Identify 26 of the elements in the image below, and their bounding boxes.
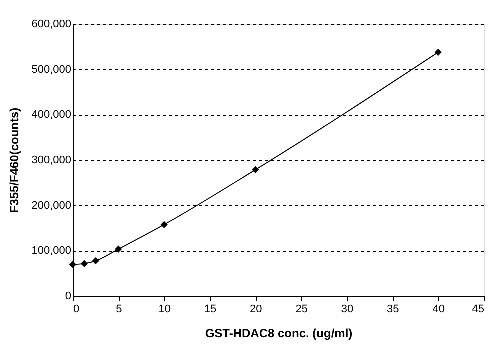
point	[115, 246, 122, 253]
x-tick-label: 0	[74, 304, 80, 316]
x-tick-label: 10	[158, 304, 171, 316]
x-tick-label: 30	[341, 304, 354, 316]
x-axis-title: GST-HDAC8 conc. (ug/ml)	[205, 326, 353, 340]
y-tick-label: 0	[65, 290, 72, 302]
x-tick-label: 5	[116, 304, 122, 316]
y-tick-label: 600,000	[32, 18, 72, 30]
point	[160, 221, 168, 228]
y-axis-title: F355/F460(counts)	[8, 108, 22, 214]
y-tick-label: 200,000	[32, 200, 72, 212]
x-tick-label: 25	[296, 304, 308, 316]
point	[69, 261, 77, 268]
point	[80, 260, 88, 268]
y-tick-label: 500,000	[32, 64, 72, 76]
y-tick-label: 100,000	[32, 245, 72, 258]
x-tick-label: 40	[432, 304, 445, 316]
x-tick-label: 35	[387, 304, 400, 316]
point	[92, 258, 100, 265]
point	[434, 49, 442, 56]
x-tick-label: 45	[472, 304, 484, 316]
x-tick-label: 15	[204, 304, 217, 316]
point	[252, 166, 260, 174]
x-tick-label: 20	[250, 304, 262, 316]
y-tick-label: 300,000	[32, 154, 72, 166]
y-tick-label: 400,000	[32, 109, 72, 122]
